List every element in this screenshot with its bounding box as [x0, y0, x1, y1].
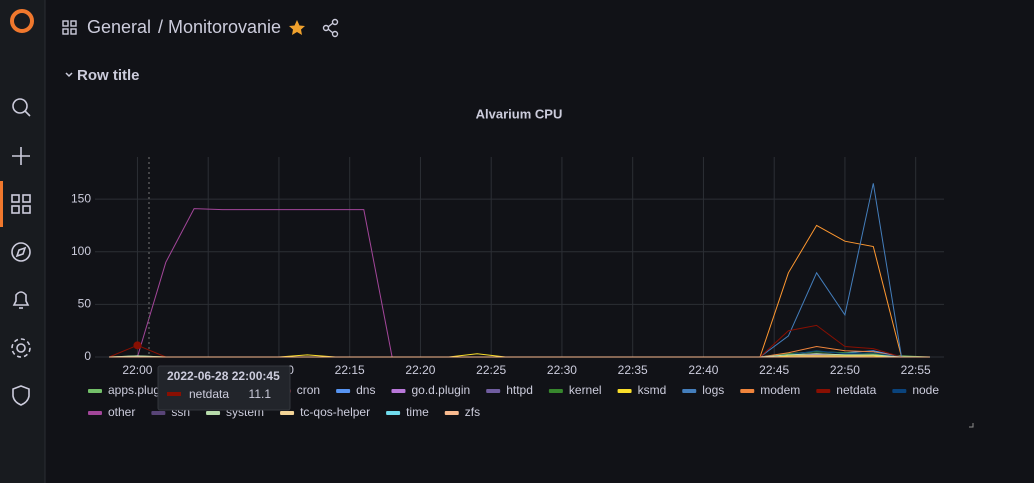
legend-label: tc-qos-helper — [300, 405, 370, 419]
alerting-icon[interactable] — [12, 291, 30, 309]
resize-handle — [969, 423, 974, 428]
legend-swatch — [892, 389, 907, 393]
legend-item[interactable]: tc-qos-helper — [280, 405, 370, 419]
legend-item[interactable]: other — [88, 405, 135, 419]
legend-swatch — [88, 411, 102, 415]
legend-label: ksmd — [638, 383, 667, 397]
legend-label: apps.plugin — [108, 383, 169, 397]
tooltip-value: 11.1 — [249, 387, 272, 401]
legend-item[interactable]: zfs — [444, 405, 480, 419]
plot: 05010015022:0022:0522:1022:1522:2022:252… — [71, 157, 944, 377]
legend-label: time — [406, 405, 429, 419]
x-tick-label: 22:55 — [901, 363, 931, 377]
x-tick-label: 22:00 — [122, 363, 152, 377]
x-tick-label: 22:45 — [759, 363, 789, 377]
row-title[interactable]: Row title — [77, 67, 140, 84]
explore-icon[interactable] — [11, 242, 31, 262]
dashboard-title[interactable]: / Monitorovanie — [158, 17, 281, 37]
tooltip-swatch — [167, 392, 181, 396]
legend-label: cron — [297, 383, 320, 397]
legend-item[interactable]: netdata — [816, 383, 877, 397]
active-indicator — [0, 181, 3, 227]
legend-item[interactable]: ksmd — [617, 383, 667, 397]
legend-swatch — [682, 389, 697, 393]
legend-label: kernel — [569, 383, 602, 397]
y-tick-label: 0 — [84, 349, 91, 363]
y-tick-label: 150 — [71, 191, 91, 205]
dashboards-icon[interactable] — [11, 194, 31, 214]
folder[interactable]: General — [87, 17, 151, 37]
shield-icon[interactable] — [12, 385, 30, 406]
add-icon[interactable] — [12, 147, 30, 165]
x-tick-label: 22:35 — [618, 363, 648, 377]
legend-item[interactable]: modem — [740, 383, 800, 397]
legend-swatch — [280, 411, 295, 415]
legend-item[interactable]: apps.plugin — [88, 383, 169, 397]
row-chevron[interactable] — [65, 72, 73, 78]
share-icon[interactable] — [322, 18, 339, 38]
panel-title: Alvarium CPU — [476, 106, 563, 121]
legend-label: netdata — [836, 383, 876, 397]
legend-swatch — [206, 411, 221, 415]
legend-label: zfs — [465, 405, 480, 419]
legend-swatch — [391, 389, 406, 393]
legend-label: go.d.plugin — [411, 383, 470, 397]
legend-item[interactable]: node — [892, 383, 939, 397]
legend-swatch — [444, 411, 459, 415]
legend-label: modem — [760, 383, 800, 397]
legend-label: other — [108, 405, 135, 419]
legend-swatch — [486, 389, 501, 393]
search-icon[interactable] — [12, 98, 31, 117]
tooltip: 2022-06-28 22:00:45 netdata 11.1 — [157, 365, 291, 411]
tooltip-series: netdata — [189, 387, 229, 401]
legend-swatch — [151, 411, 166, 415]
legend-item[interactable]: kernel — [548, 383, 602, 397]
legend-item[interactable]: logs — [682, 383, 724, 397]
y-tick-label: 100 — [71, 244, 91, 258]
x-tick-label: 22:50 — [830, 363, 860, 377]
legend-item[interactable]: time — [386, 405, 429, 419]
legend-label: dns — [356, 383, 375, 397]
x-tick-label: 22:30 — [547, 363, 577, 377]
hover-point — [133, 341, 142, 350]
settings-icon[interactable] — [11, 338, 31, 358]
legend-swatch — [548, 389, 563, 393]
legend-swatch — [740, 389, 755, 393]
sidebar — [0, 0, 45, 483]
x-tick-label: 22:40 — [688, 363, 718, 377]
legend-label: logs — [702, 383, 724, 397]
legend-label: node — [912, 383, 939, 397]
tooltip-time: 2022-06-28 22:00:45 — [167, 369, 280, 383]
x-tick-label: 22:25 — [476, 363, 506, 377]
legend-swatch — [336, 389, 351, 393]
legend-item[interactable]: go.d.plugin — [391, 383, 470, 397]
star[interactable] — [289, 20, 305, 35]
logo[interactable] — [10, 9, 34, 33]
legend-label: httpd — [506, 383, 533, 397]
tooltip-box — [157, 365, 291, 411]
y-tick-label: 50 — [78, 297, 92, 311]
legend-swatch — [617, 389, 632, 393]
legend-item[interactable]: dns — [336, 383, 375, 397]
legend-swatch — [816, 389, 831, 393]
series-line — [109, 224, 930, 358]
series-line — [109, 208, 930, 358]
x-tick-label: 22:20 — [405, 363, 435, 377]
legend-swatch — [88, 389, 102, 393]
x-tick-label: 22:15 — [335, 363, 365, 377]
legend-item[interactable]: httpd — [486, 383, 533, 397]
breadcrumb-icon — [62, 20, 77, 35]
legend-swatch — [386, 411, 401, 415]
